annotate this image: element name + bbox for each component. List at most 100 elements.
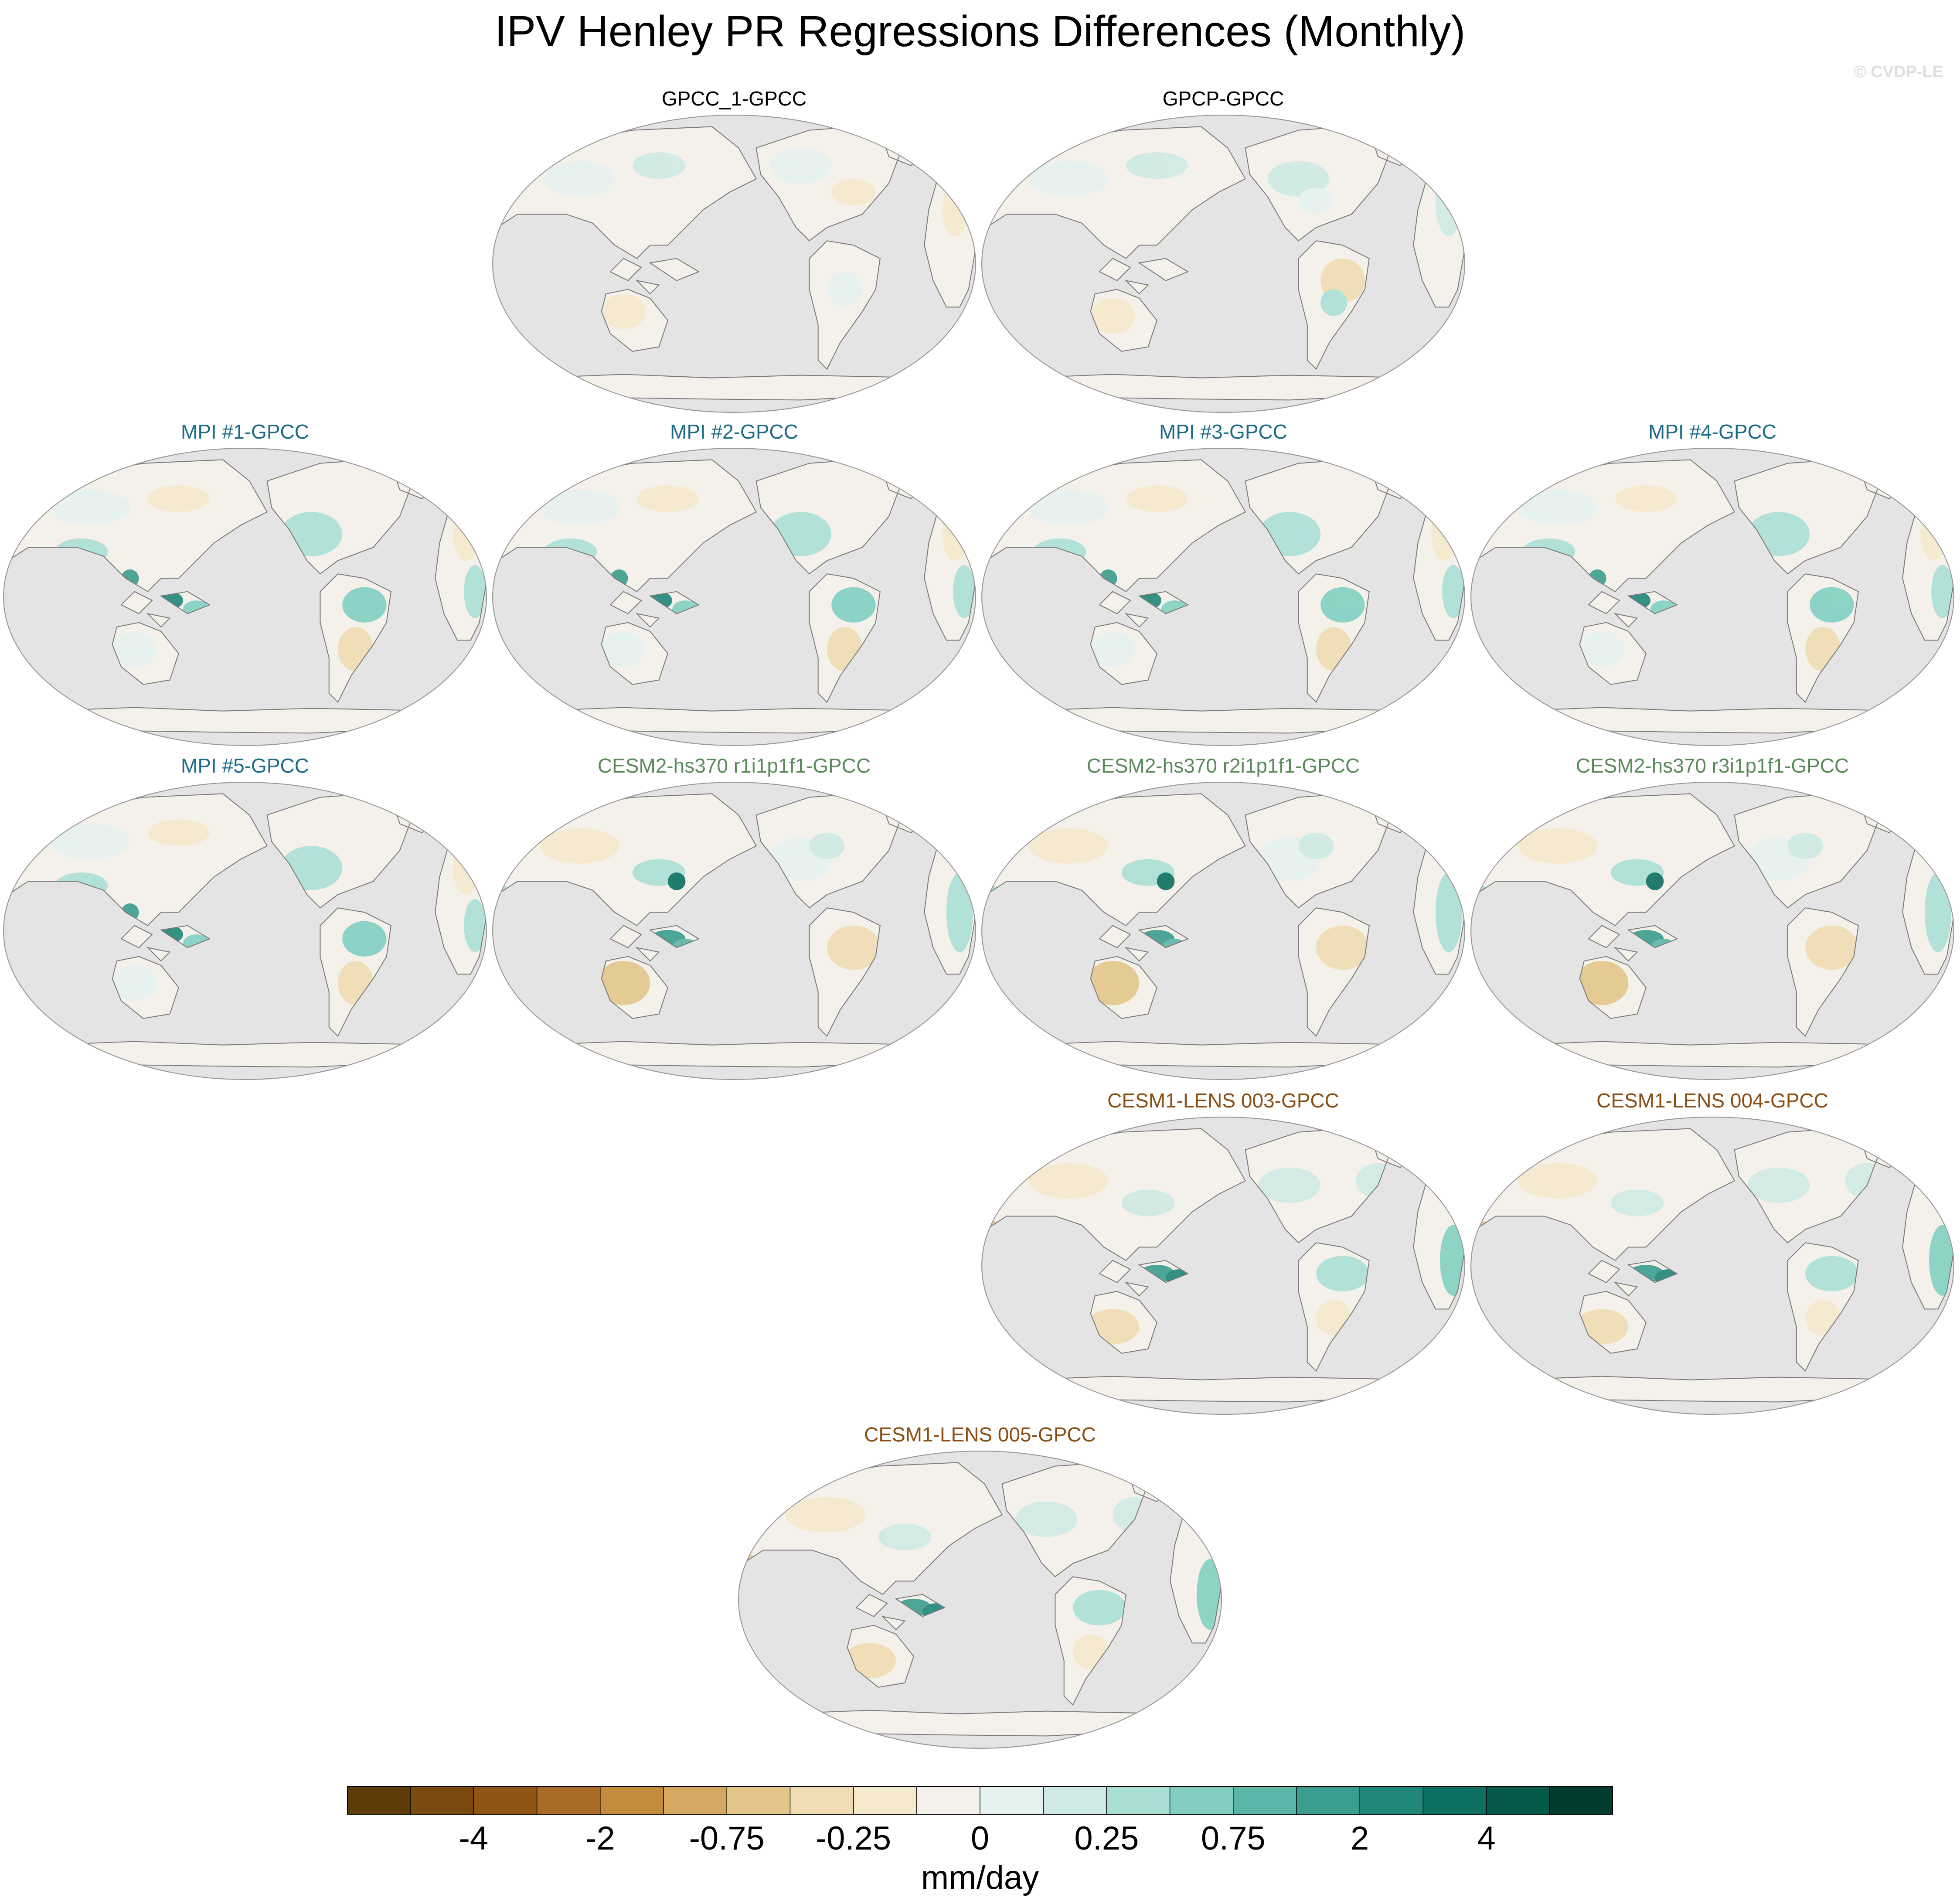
- anomaly-region: [1298, 832, 1334, 859]
- colorbar-tick-label: 0.75: [1201, 1820, 1266, 1857]
- anomaly-region: [1316, 1256, 1369, 1291]
- world-map: [981, 115, 1465, 413]
- colorbar-swatch: [1486, 1786, 1550, 1815]
- anomaly-region: [1086, 961, 1140, 1005]
- anomaly-region: [1435, 872, 1462, 952]
- map-panel: MPI #3-GPCC: [980, 419, 1467, 759]
- map-border: [3, 448, 487, 746]
- world-map: [3, 448, 487, 746]
- anomaly-region: [342, 587, 387, 623]
- anomaly-region: [1126, 485, 1188, 512]
- colorbar-swatch: [1106, 1786, 1171, 1815]
- colorbar-units: mm/day: [921, 1859, 1039, 1896]
- colorbar-swatch: [1170, 1786, 1234, 1815]
- anomaly-region: [464, 565, 486, 618]
- colorbar-swatch: [473, 1786, 538, 1815]
- world-map: [1470, 782, 1954, 1080]
- anomaly-region: [1028, 161, 1109, 197]
- anomaly-region: [667, 872, 686, 890]
- colorbar-swatch: [1296, 1786, 1360, 1815]
- map-border: [1470, 782, 1954, 1080]
- colorbar-swatch: [1360, 1786, 1423, 1815]
- colorbar-tick-label: 2: [1351, 1820, 1369, 1857]
- colorbar-tick-label: 0: [970, 1820, 990, 1857]
- map-panel: CESM2-hs370 r3i1p1f1-GPCC: [1469, 753, 1956, 1093]
- anomaly-region: [112, 965, 157, 1001]
- anomaly-region: [946, 872, 973, 952]
- colorbar-swatch: [600, 1786, 664, 1815]
- anomaly-region: [769, 148, 832, 184]
- anomaly-region: [1810, 587, 1854, 623]
- anomaly-region: [1748, 1167, 1810, 1203]
- colorbar-swatch: [664, 1786, 727, 1815]
- colorbar-tick-label: -2: [585, 1820, 615, 1857]
- anomaly-region: [1073, 1590, 1126, 1625]
- anomaly-region: [601, 293, 646, 330]
- anomaly-region: [50, 824, 130, 859]
- panel-title: CESM2-hs370 r2i1p1f1-GPCC: [1086, 754, 1360, 777]
- map-panel: MPI #5-GPCC: [2, 753, 488, 1093]
- anomaly-region: [1090, 298, 1135, 334]
- anomaly-region: [1610, 1189, 1664, 1216]
- map-border: [492, 782, 976, 1080]
- anomaly-region: [1442, 565, 1464, 618]
- panel-title: MPI #4-GPCC: [1648, 420, 1776, 443]
- anomaly-region: [597, 961, 650, 1005]
- map-panel: CESM1-LENS 005-GPCC: [737, 1421, 1223, 1761]
- anomaly-region: [601, 631, 646, 667]
- anomaly-region: [147, 485, 210, 512]
- anomaly-region: [1028, 828, 1109, 864]
- world-map: [492, 115, 976, 413]
- anomaly-region: [1518, 490, 1598, 525]
- anomaly-region: [1518, 1163, 1598, 1199]
- anomaly-region: [1028, 490, 1109, 525]
- world-map: [981, 1117, 1465, 1415]
- colorbar-swatch: [537, 1786, 601, 1815]
- colorbar-swatch: [790, 1786, 854, 1815]
- anomaly-region: [1320, 587, 1365, 623]
- map-border: [738, 1451, 1222, 1749]
- anomaly-region: [636, 485, 699, 512]
- anomaly-region: [942, 183, 969, 237]
- anomaly-region: [1805, 925, 1858, 970]
- panel-title: GPCP-GPCC: [1162, 87, 1284, 110]
- map-border: [1470, 448, 1954, 746]
- map-border: [492, 115, 976, 413]
- colorbar-tick-label: -0.75: [689, 1820, 765, 1857]
- map-panel: MPI #1-GPCC: [2, 419, 488, 759]
- map-panel: CESM2-hs370 r2i1p1f1-GPCC: [980, 753, 1467, 1093]
- panel-title: MPI #5-GPCC: [181, 754, 309, 777]
- anomaly-region: [1028, 1163, 1109, 1199]
- map-panel: CESM2-hs370 r1i1p1f1-GPCC: [491, 753, 977, 1093]
- colorbar-swatch: [1423, 1786, 1487, 1815]
- credit-watermark: © CVDP-LE: [1854, 63, 1943, 81]
- anomaly-region: [831, 179, 876, 206]
- anomaly-region: [539, 828, 619, 864]
- panel-title: CESM1-LENS 003-GPCC: [1107, 1089, 1339, 1112]
- anomaly-region: [1015, 1501, 1078, 1537]
- anomaly-region: [785, 1497, 865, 1533]
- colorbar-swatches: [347, 1786, 1613, 1815]
- anomaly-region: [1267, 161, 1330, 197]
- colorbar-swatch: [1549, 1786, 1613, 1815]
- panel-title: MPI #1-GPCC: [181, 420, 309, 443]
- colorbar-tick-label: -0.25: [815, 1820, 892, 1857]
- map-panel: GPCP-GPCC: [980, 85, 1467, 426]
- anomaly-region: [632, 152, 686, 179]
- anomaly-region: [1924, 872, 1951, 952]
- anomaly-region: [544, 161, 615, 197]
- colorbar-tick-label: 4: [1477, 1820, 1496, 1857]
- colorbar-swatch: [980, 1786, 1044, 1815]
- map-panel: MPI #4-GPCC: [1469, 419, 1956, 759]
- colorbar-swatch: [347, 1786, 411, 1815]
- figure-title: IPV Henley PR Regressions Differences (M…: [494, 7, 1466, 56]
- anomaly-region: [827, 925, 880, 970]
- anomaly-region: [1259, 1167, 1321, 1203]
- anomaly-region: [1805, 1256, 1858, 1291]
- anomaly-region: [50, 490, 130, 525]
- world-map: [492, 782, 976, 1080]
- colorbar-swatch: [1043, 1786, 1107, 1815]
- world-map: [3, 782, 487, 1080]
- panel-title: GPCC_1-GPCC: [661, 87, 807, 110]
- colorbar-swatch: [853, 1786, 917, 1815]
